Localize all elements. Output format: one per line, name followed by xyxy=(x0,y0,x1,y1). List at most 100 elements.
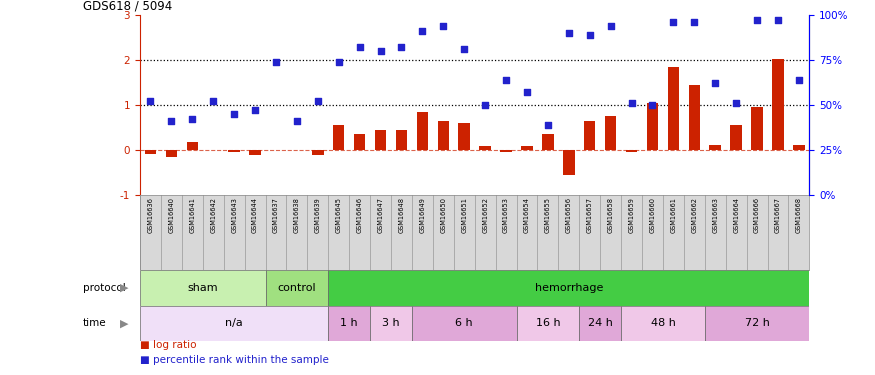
Point xyxy=(332,59,346,65)
Bar xyxy=(793,145,805,150)
Bar xyxy=(140,306,328,341)
Bar xyxy=(249,150,261,155)
Text: GSM16668: GSM16668 xyxy=(796,197,802,233)
Bar xyxy=(647,103,658,150)
Bar xyxy=(458,123,470,150)
Text: 1 h: 1 h xyxy=(340,318,358,328)
Point xyxy=(604,23,618,29)
Point xyxy=(792,77,806,83)
Bar xyxy=(704,306,809,341)
Bar xyxy=(374,130,386,150)
Bar xyxy=(140,270,265,306)
Bar xyxy=(564,150,575,175)
Bar xyxy=(621,306,704,341)
Point xyxy=(228,111,242,117)
Text: ▶: ▶ xyxy=(120,318,129,328)
Bar xyxy=(416,112,428,150)
Bar xyxy=(731,125,742,150)
Bar xyxy=(689,85,700,150)
Text: GSM16644: GSM16644 xyxy=(252,197,258,233)
Text: 48 h: 48 h xyxy=(650,318,676,328)
Text: GSM16649: GSM16649 xyxy=(419,197,425,233)
Bar xyxy=(710,145,721,150)
Bar xyxy=(354,134,366,150)
Text: GSM16653: GSM16653 xyxy=(503,197,509,233)
Point xyxy=(646,102,660,108)
Point xyxy=(667,19,681,25)
Text: GSM16645: GSM16645 xyxy=(336,197,342,233)
Bar xyxy=(312,150,324,154)
Text: ■ percentile rank within the sample: ■ percentile rank within the sample xyxy=(140,355,329,365)
Point xyxy=(248,106,262,112)
Bar xyxy=(516,306,579,341)
Text: protocol: protocol xyxy=(83,283,126,293)
Text: GSM16664: GSM16664 xyxy=(733,197,739,233)
Point xyxy=(395,44,409,50)
Text: GSM16646: GSM16646 xyxy=(357,197,362,233)
Bar xyxy=(228,150,240,152)
Point xyxy=(269,59,283,65)
Text: GSM16638: GSM16638 xyxy=(294,197,300,233)
Point xyxy=(206,98,220,104)
Point xyxy=(583,32,597,38)
Text: GSM16654: GSM16654 xyxy=(524,197,530,233)
Point xyxy=(144,98,158,104)
Text: GSM16643: GSM16643 xyxy=(231,197,237,233)
Bar xyxy=(752,107,763,150)
Text: GDS618 / 5094: GDS618 / 5094 xyxy=(83,0,172,12)
Bar xyxy=(265,270,328,306)
Bar xyxy=(668,67,679,150)
Bar xyxy=(186,142,198,150)
Text: GSM16658: GSM16658 xyxy=(607,197,613,233)
Text: GSM16640: GSM16640 xyxy=(168,197,174,233)
Text: GSM16636: GSM16636 xyxy=(148,197,153,233)
Text: GSM16666: GSM16666 xyxy=(754,197,760,233)
Text: 3 h: 3 h xyxy=(382,318,400,328)
Bar xyxy=(328,306,370,341)
Bar xyxy=(542,134,554,150)
Text: GSM16655: GSM16655 xyxy=(545,197,551,233)
Bar xyxy=(480,146,491,150)
Text: n/a: n/a xyxy=(225,318,243,328)
Text: GSM16652: GSM16652 xyxy=(482,197,488,233)
Text: GSM16667: GSM16667 xyxy=(775,197,781,233)
Point xyxy=(458,46,472,52)
Text: sham: sham xyxy=(187,283,218,293)
Point xyxy=(625,100,639,106)
Point xyxy=(750,16,764,22)
Bar xyxy=(584,121,596,150)
Bar xyxy=(605,116,616,150)
Bar xyxy=(438,121,449,150)
Bar xyxy=(773,59,784,150)
Text: GSM16637: GSM16637 xyxy=(273,197,279,233)
Text: 24 h: 24 h xyxy=(588,318,612,328)
Point xyxy=(541,122,555,128)
Text: GSM16657: GSM16657 xyxy=(587,197,592,233)
Point xyxy=(520,88,534,94)
Text: GSM16639: GSM16639 xyxy=(315,197,321,233)
Bar xyxy=(165,150,177,157)
Text: GSM16661: GSM16661 xyxy=(670,197,676,233)
Text: 16 h: 16 h xyxy=(536,318,560,328)
Text: GSM16660: GSM16660 xyxy=(649,197,655,233)
Text: GSM16663: GSM16663 xyxy=(712,197,718,233)
Text: ■ log ratio: ■ log ratio xyxy=(140,340,197,350)
Point xyxy=(499,77,513,83)
Bar xyxy=(333,125,345,150)
Bar xyxy=(522,146,533,150)
Point xyxy=(353,44,367,50)
Point xyxy=(729,100,743,106)
Point xyxy=(562,30,576,36)
Text: ▶: ▶ xyxy=(120,283,129,293)
Point xyxy=(771,16,785,22)
Bar xyxy=(396,130,407,150)
Text: 72 h: 72 h xyxy=(745,318,769,328)
Point xyxy=(437,23,451,29)
Bar xyxy=(328,270,809,306)
Text: GSM16642: GSM16642 xyxy=(210,197,216,233)
Point xyxy=(311,98,325,104)
Bar xyxy=(500,150,512,152)
Bar xyxy=(626,150,637,152)
Text: 6 h: 6 h xyxy=(455,318,473,328)
Point xyxy=(290,118,304,124)
